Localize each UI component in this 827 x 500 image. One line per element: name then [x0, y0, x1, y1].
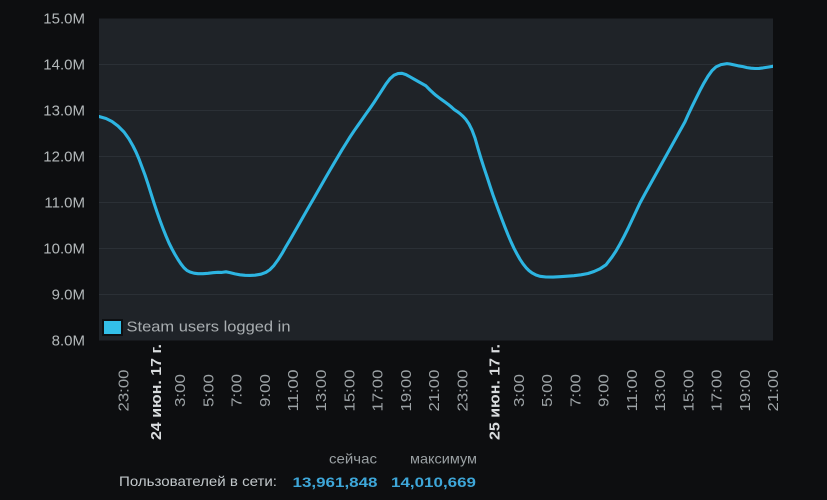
svg-text:13:00: 13:00 [313, 370, 330, 412]
svg-text:24 июн. 17 г.: 24 июн. 17 г. [148, 344, 165, 440]
svg-text:5:00: 5:00 [539, 374, 556, 407]
svg-text:13.0M: 13.0M [43, 103, 85, 120]
svg-text:15.0M: 15.0M [43, 11, 85, 28]
svg-text:3:00: 3:00 [172, 374, 189, 407]
svg-text:13,961,848: 13,961,848 [293, 474, 378, 490]
svg-text:7:00: 7:00 [567, 374, 584, 407]
svg-text:9:00: 9:00 [596, 374, 613, 407]
svg-text:17:00: 17:00 [370, 370, 387, 412]
svg-text:14,010,669: 14,010,669 [391, 474, 476, 490]
svg-text:10.0M: 10.0M [43, 241, 85, 258]
svg-text:сейчас: сейчас [329, 451, 377, 467]
svg-text:17:00: 17:00 [709, 370, 726, 412]
svg-text:19:00: 19:00 [737, 370, 754, 412]
svg-text:21:00: 21:00 [426, 370, 443, 412]
svg-text:23:00: 23:00 [116, 370, 133, 412]
svg-text:Пользователей в сети:: Пользователей в сети: [119, 473, 277, 489]
svg-text:14.0M: 14.0M [43, 57, 85, 74]
svg-text:максимум: максимум [410, 451, 477, 467]
svg-text:13:00: 13:00 [652, 370, 669, 412]
svg-text:8.0M: 8.0M [52, 333, 85, 350]
svg-text:23:00: 23:00 [454, 370, 471, 412]
svg-text:3:00: 3:00 [511, 374, 528, 407]
svg-text:11:00: 11:00 [624, 370, 641, 412]
svg-text:9:00: 9:00 [257, 374, 274, 407]
svg-text:11.0M: 11.0M [44, 195, 85, 212]
svg-text:25 июн. 17 г.: 25 июн. 17 г. [487, 344, 504, 440]
svg-text:Steam users logged in: Steam users logged in [127, 319, 291, 336]
svg-text:12.0M: 12.0M [43, 149, 85, 166]
svg-text:15:00: 15:00 [680, 370, 697, 412]
svg-text:21:00: 21:00 [765, 370, 782, 412]
svg-text:19:00: 19:00 [398, 370, 415, 412]
svg-text:9.0M: 9.0M [52, 287, 85, 304]
svg-text:5:00: 5:00 [200, 374, 217, 407]
svg-text:7:00: 7:00 [229, 374, 246, 407]
svg-text:15:00: 15:00 [342, 370, 359, 412]
svg-text:11:00: 11:00 [285, 370, 302, 412]
